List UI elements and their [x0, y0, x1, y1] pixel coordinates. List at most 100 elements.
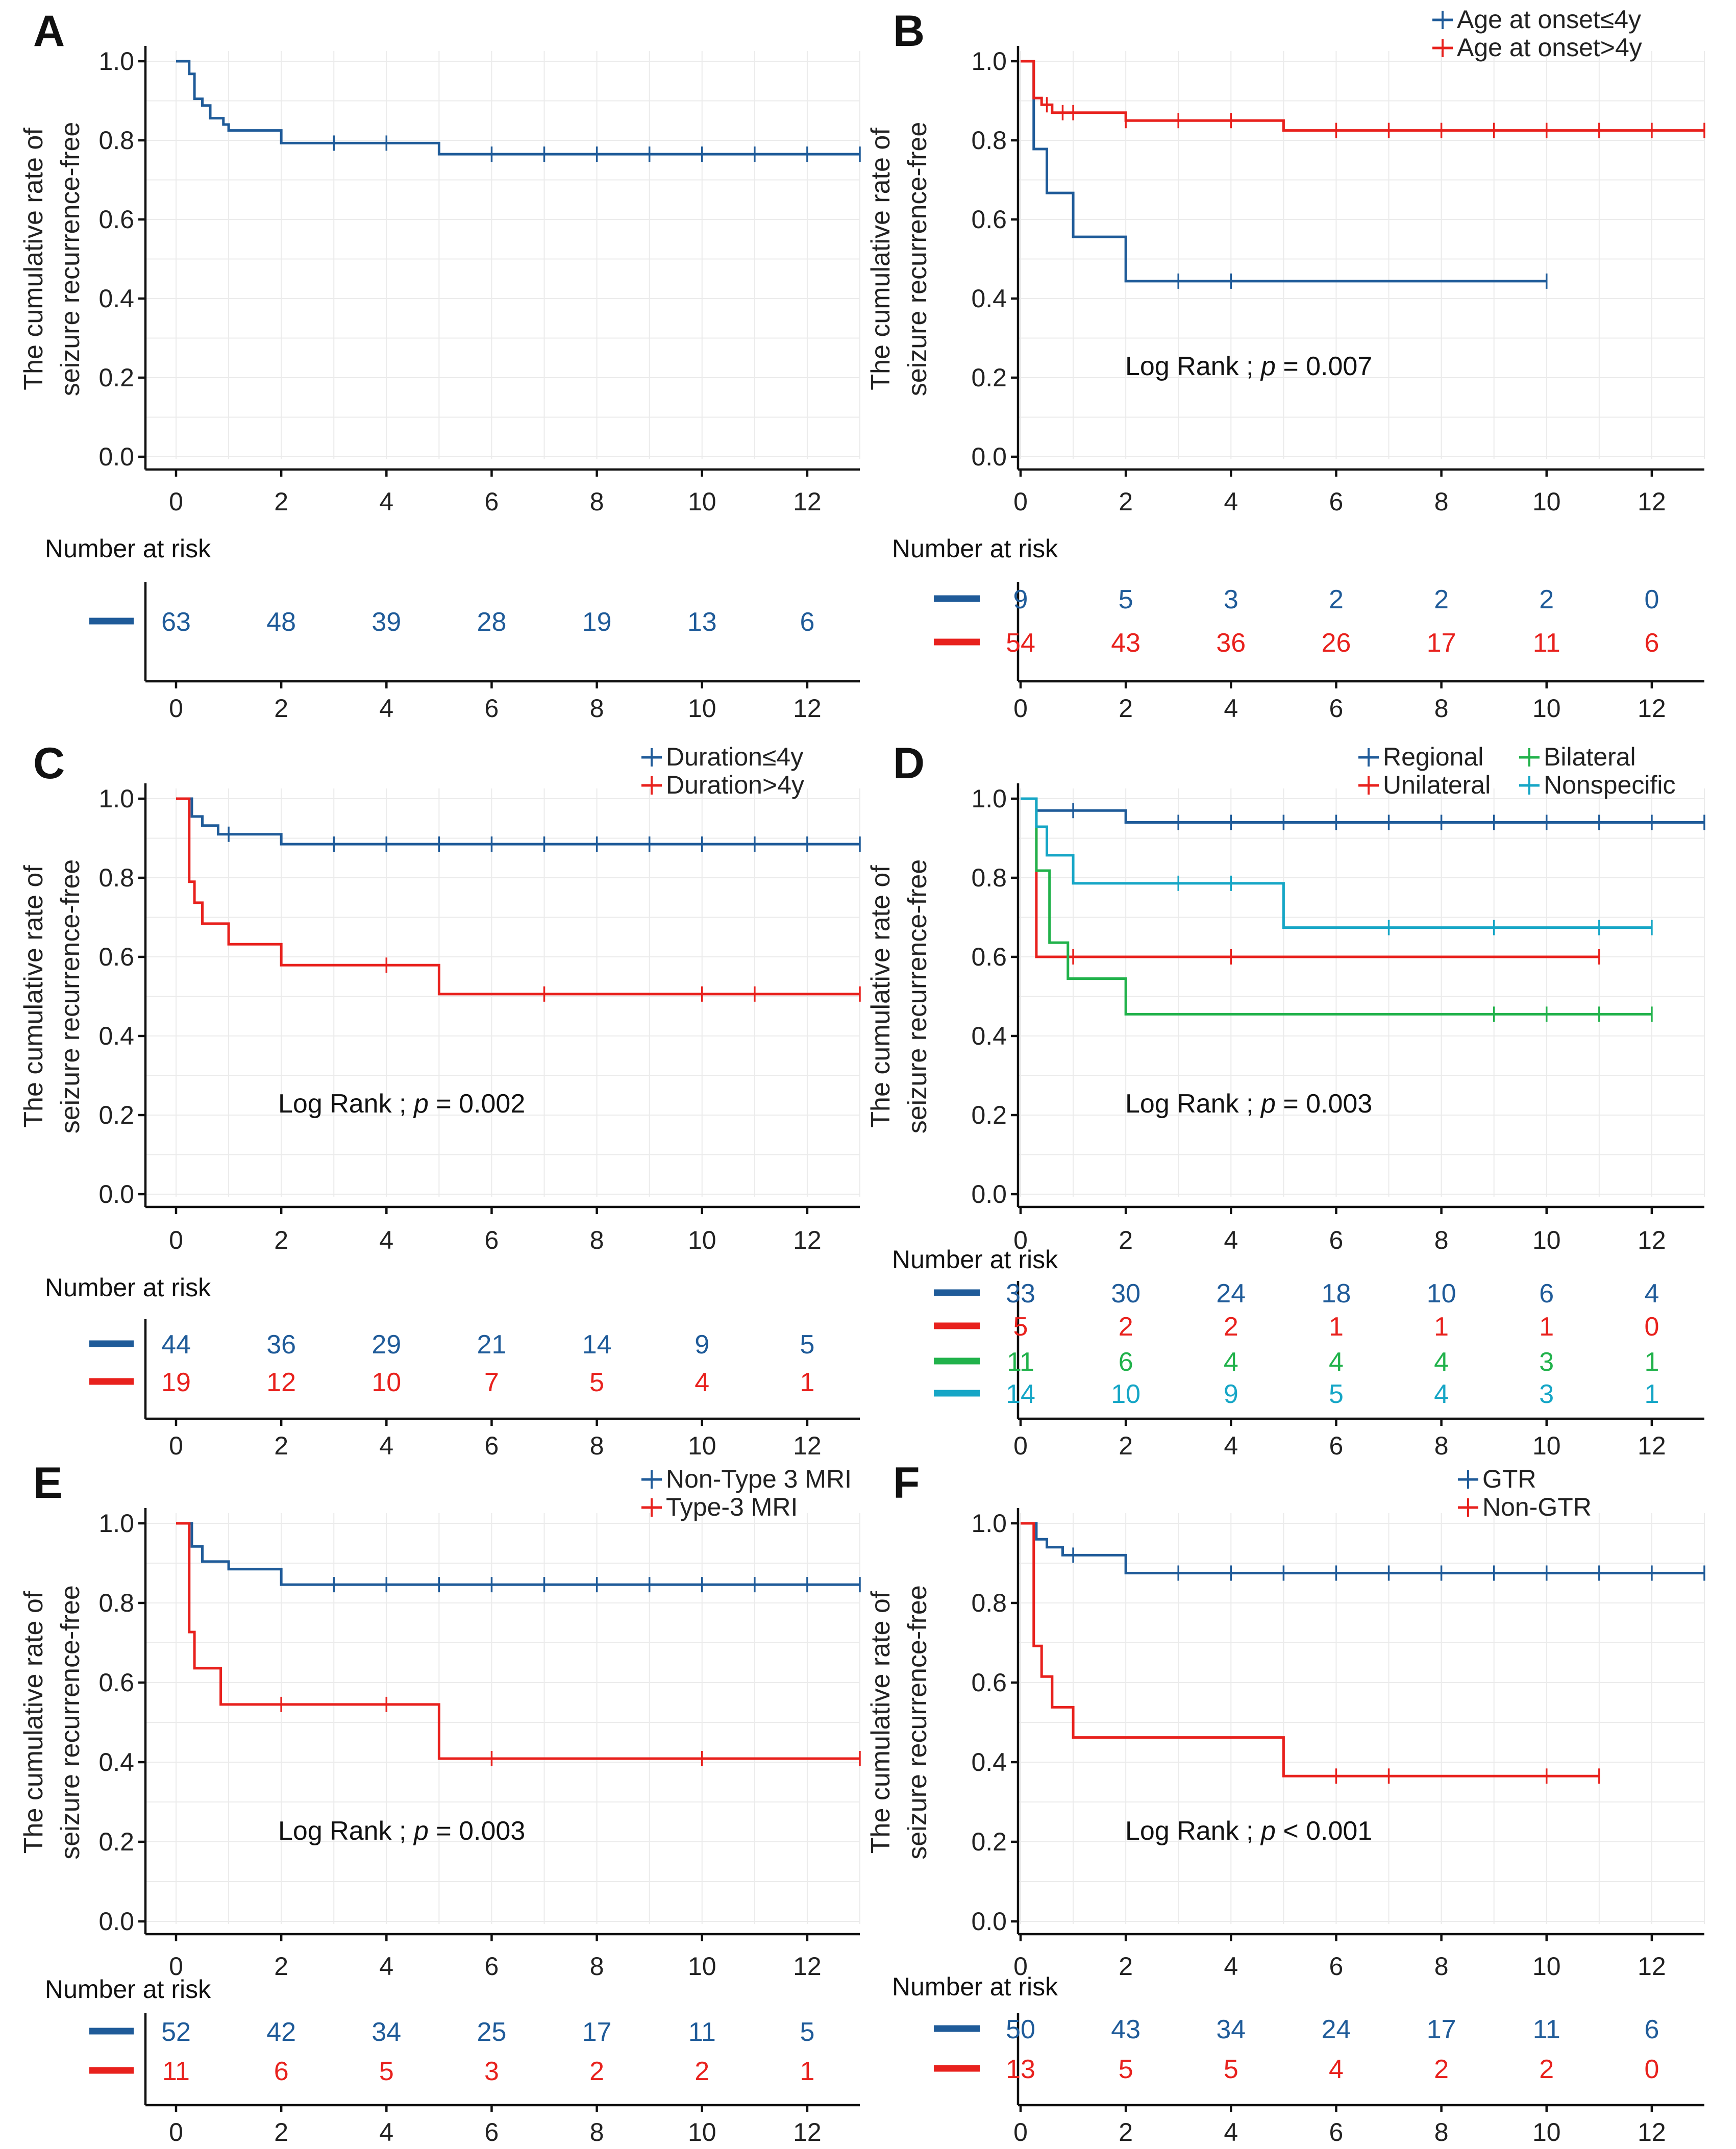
risk-row: 13 5 5 4 2 2 0: [934, 2055, 1659, 2084]
risk-count: 3: [484, 2057, 499, 2086]
risk-count: 7: [484, 1368, 499, 1397]
panel-e: E The cumulative rate of seizure recurrenc…: [19, 1459, 861, 2146]
annotation-value: = 0.002: [429, 1089, 525, 1119]
risk-count: 10: [371, 1368, 401, 1397]
series-type-3-mri: [176, 1522, 861, 1766]
risk-x-tick-label: 8: [590, 2118, 604, 2146]
panel-letter: A: [33, 7, 65, 56]
risk-row: 9 5 3 2 2 2 0: [934, 585, 1659, 614]
risk-count: 2: [1434, 585, 1449, 614]
risk-count: 54: [1006, 628, 1035, 658]
annotation-value: = 0.003: [429, 1816, 525, 1846]
x-tick-label: 0: [1013, 1226, 1028, 1254]
y-tick-label: 0.4: [98, 1748, 134, 1776]
risk-count: 5: [379, 2057, 394, 2086]
survival-curve: [1021, 1522, 1599, 1777]
risk-x-tick-label: 0: [169, 2118, 183, 2146]
x-tick-label: 0: [169, 1952, 183, 1981]
risk-x-tick-label: 4: [379, 694, 393, 723]
panel-f: F The cumulative rate of seizure recurrenc…: [866, 1459, 1705, 2146]
risk-count: 0: [1644, 585, 1659, 614]
risk-table-title: Number at risk: [45, 534, 211, 563]
survival-curve: [1021, 60, 1704, 132]
y-tick-label: 0.8: [971, 863, 1007, 892]
annotation-p: p: [1260, 1816, 1276, 1846]
risk-count: 4: [1644, 1279, 1659, 1308]
risk-count: 4: [695, 1368, 709, 1397]
y-tick-label: 0.6: [971, 205, 1007, 234]
risk-count: 50: [1006, 2015, 1035, 2044]
x-tick-label: 6: [485, 1952, 499, 1981]
x-tick-label: 10: [688, 1952, 716, 1981]
x-tick-label: 8: [1434, 487, 1449, 516]
risk-count: 9: [1013, 585, 1028, 614]
series-non-gtr: [1021, 1522, 1600, 1784]
gridlines: [1018, 788, 1705, 1197]
x-tick-label: 8: [590, 487, 604, 516]
annotation-prefix: Log Rank ;: [278, 1089, 414, 1119]
y-tick-label: 0.2: [98, 1827, 134, 1856]
risk-table-title: Number at risk: [892, 1972, 1058, 2001]
panel-a: A The cumulative rate of seizure recurrenc…: [19, 7, 861, 723]
series-duration-4y: [176, 797, 861, 1002]
risk-count: 43: [1111, 2015, 1140, 2044]
risk-count: 11: [688, 2017, 716, 2047]
risk-count: 3: [1539, 1347, 1554, 1377]
x-tick-label: 0: [1013, 1952, 1028, 1981]
survival-curve: [1021, 797, 1704, 824]
risk-count: 14: [1006, 1379, 1035, 1409]
risk-count: 1: [1644, 1347, 1659, 1377]
x-tick-label: 10: [1532, 487, 1561, 516]
annotation-prefix: Log Rank ;: [278, 1816, 414, 1846]
risk-count: 17: [1427, 628, 1456, 658]
risk-count: 6: [800, 607, 814, 637]
risk-count: 1: [1539, 1312, 1554, 1342]
legend-label: Nonspecific: [1544, 771, 1675, 799]
risk-count: 5: [1224, 2055, 1238, 2084]
risk-count: 2: [1539, 2055, 1554, 2084]
risk-count: 48: [266, 607, 296, 637]
risk-x-tick-label: 4: [379, 2118, 393, 2146]
gridlines: [145, 51, 860, 459]
annotation-p: p: [1260, 1089, 1276, 1119]
risk-x-tick-label: 12: [793, 1431, 822, 1460]
risk-count: 11: [1007, 1347, 1034, 1377]
y-axis-title: seizure recurrence-free: [56, 859, 85, 1134]
log-rank-annotation: Log Rank ; p = 0.003: [278, 1816, 525, 1846]
x-tick-label: 12: [1638, 1226, 1666, 1254]
legend-entry: GTR: [1458, 1465, 1536, 1493]
risk-x-tick-label: 2: [274, 694, 288, 723]
risk-x-tick-label: 6: [1329, 2118, 1344, 2146]
risk-count: 30: [1111, 1279, 1140, 1308]
x-tick-label: 2: [274, 1226, 288, 1254]
y-tick-label: 0.2: [98, 1101, 134, 1129]
y-axis-title: The cumulative rate of: [866, 128, 896, 390]
risk-row: 50 43 34 24 17 11 6: [934, 2015, 1659, 2044]
y-tick-label: 0.4: [98, 284, 134, 313]
y-axis-title: The cumulative rate of: [866, 865, 896, 1128]
risk-row: 11 6 4 4 4 3 1: [934, 1347, 1659, 1377]
panel-b: B The cumulative rate of seizure recurrenc…: [866, 5, 1705, 723]
risk-count: 2: [1119, 1312, 1133, 1342]
survival-curve: [176, 1522, 860, 1760]
y-tick-label: 1.0: [98, 784, 134, 813]
legend-label: Bilateral: [1544, 743, 1636, 771]
risk-count: 0: [1644, 2055, 1659, 2084]
risk-x-tick-label: 8: [1434, 2118, 1449, 2146]
risk-count: 24: [1216, 1279, 1246, 1308]
x-tick-label: 12: [793, 1226, 822, 1254]
risk-count: 4: [1329, 1347, 1344, 1377]
risk-x-tick-label: 2: [1119, 2118, 1133, 2146]
risk-count: 36: [266, 1330, 296, 1360]
legend-label: Age at onset≤4y: [1457, 5, 1641, 34]
risk-count: 0: [1644, 1312, 1659, 1342]
risk-x-tick-label: 10: [1532, 1431, 1561, 1460]
risk-count: 1: [1434, 1312, 1449, 1342]
survival-curve: [1021, 60, 1547, 283]
x-tick-label: 10: [688, 487, 716, 516]
risk-x-tick-label: 2: [1119, 694, 1133, 723]
risk-count: 6: [1539, 1279, 1554, 1308]
risk-count: 6: [274, 2057, 289, 2086]
